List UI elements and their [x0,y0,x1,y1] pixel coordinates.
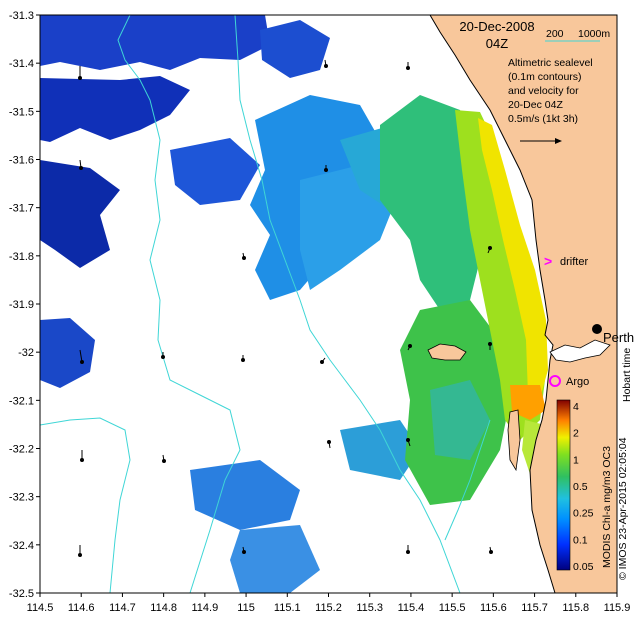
x-axis: 114.5 114.6 114.7 114.8 114.9 115 115.1 115.2 11… [27,593,631,614]
x-tick-label: 114.6 [68,602,95,614]
y-tick-label: -32.5 [9,588,34,600]
annotation-scale: 0.5m/s (1kt 3h) [508,113,578,125]
garden-island [507,409,521,472]
x-tick-label: 114.8 [150,602,177,614]
annotation-line-4: 20-Dec 04Z [508,99,563,111]
depth-contours [40,15,491,593]
colorbar-tick-label: 2 [573,428,579,440]
y-tick-label: -31.8 [9,251,34,263]
y-tick-label: -31.4 [9,58,34,70]
x-tick-label: 114.7 [109,602,136,614]
credit-chl: MODIS Chl-a mg/m3 OC3 [601,446,613,568]
drifter-marker: > [544,253,552,269]
scale-arrow [520,138,562,144]
annotation-line-3: and velocity for [508,85,579,97]
x-tick-label: 115.4 [398,602,425,614]
x-tick-label: 115 [237,602,255,614]
swan-river [549,339,611,363]
y-tick-label: -32.3 [9,492,34,504]
y-tick-label: -31.9 [9,299,34,311]
drifter-label: drifter [560,256,588,268]
y-axis: -31.3 -31.4 -31.5 -31.6 -31.7 -31.8 -31.9 -32 -3… [9,10,40,600]
colorbar-tick-label: 4 [573,401,579,413]
y-tick-label: -31.3 [9,10,34,22]
annotation-line-1: Altimetric sealevel [508,57,593,69]
y-tick-label: -31.5 [9,106,34,118]
x-tick-label: 114.5 [27,602,54,614]
y-tick-label: -31.6 [9,155,34,167]
x-tick-label: 115.1 [274,602,301,614]
argo-label: Argo [566,376,589,388]
colorbar-tick-label: 0.1 [573,534,588,546]
x-tick-label: 115.2 [315,602,342,614]
velocity-arrows [78,59,493,557]
colorbar-tick-label: 1 [573,454,579,466]
map-date: 20-Dec-2008 [459,19,534,34]
coastline [429,15,556,593]
colorbar-tick-label: 0.05 [573,561,594,573]
y-tick-label: -32.1 [9,395,34,407]
x-tick-label: 115.6 [480,602,507,614]
credit-imos: © IMOS 23-Apr-2015 02:05:04 [617,437,629,580]
annotation-line-2: (0.1m contours) [508,71,582,83]
y-tick-label: -31.7 [9,203,34,215]
y-tick-label: -32 [18,347,34,359]
x-tick-label: 115.9 [604,602,631,614]
map-time: 04Z [486,36,508,51]
x-tick-label: 115.5 [439,602,466,614]
x-tick-label: 115.7 [521,602,548,614]
rottnest-island [427,343,467,361]
perth-label: Perth [603,330,634,345]
colorbar-ticks: 4 2 1 0.5 0.25 0.1 0.05 [573,401,594,573]
colorbar-tick-label: 0.25 [573,508,594,520]
y-tick-label: -32.4 [9,540,34,552]
hobart-label: Hobart time [621,348,633,402]
colorbar [556,399,571,571]
chlorophyll-field [40,15,548,593]
x-tick-label: 115.3 [356,602,383,614]
x-tick-label: 114.9 [191,602,218,614]
perth-marker [592,324,602,334]
x-tick-label: 115.8 [562,602,589,614]
depth-key-200: 200 [546,28,564,40]
depth-key-1000: 1000m [578,28,610,40]
colorbar-tick-label: 0.5 [573,481,588,493]
argo-marker [549,375,561,387]
y-tick-label: -32.2 [9,444,34,456]
